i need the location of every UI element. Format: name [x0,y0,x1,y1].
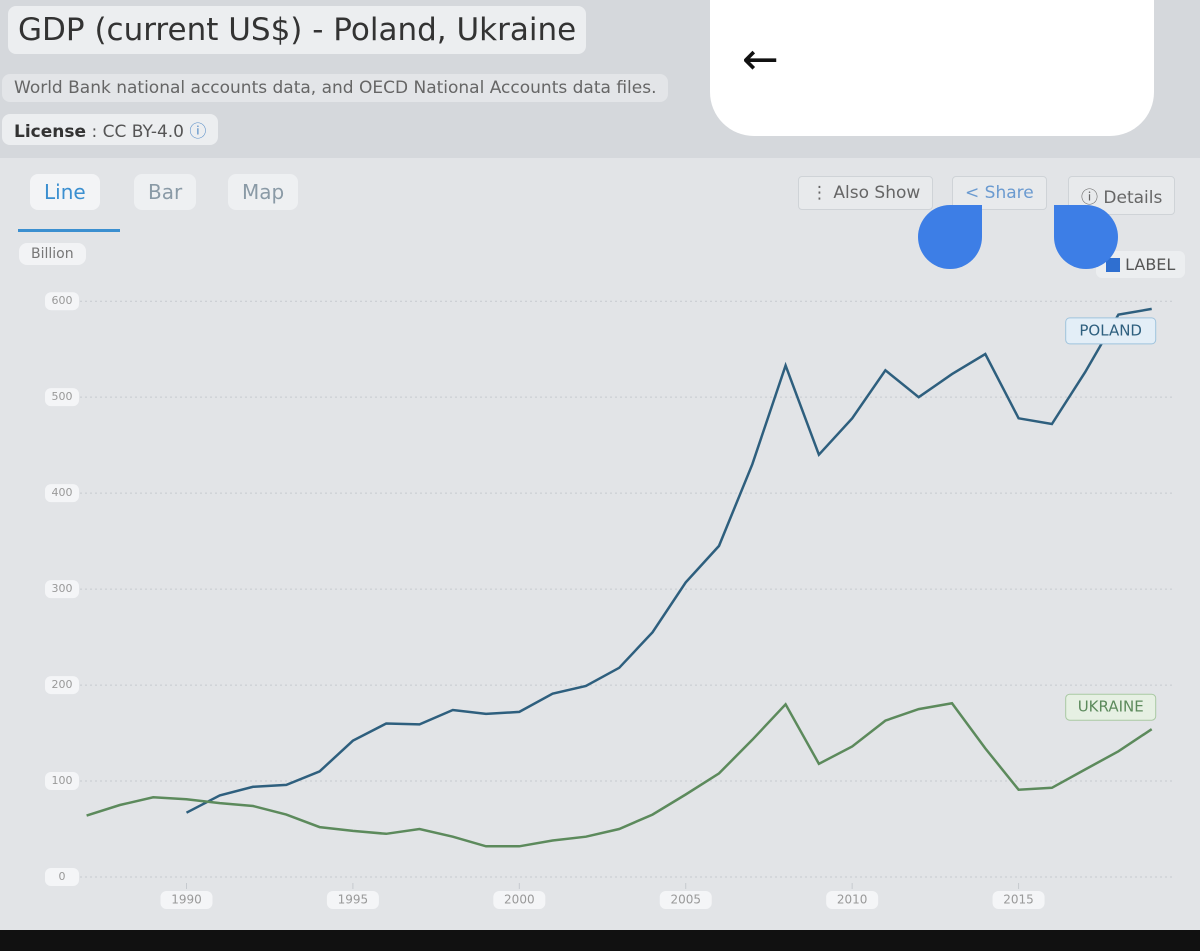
info-icon[interactable]: ⓘ [189,122,207,142]
touch-marker [918,205,982,269]
button[interactable]: < Share [952,176,1047,210]
y-tick-label: 300 [52,582,73,595]
title: GDP (current US$) - Poland, Ukraine [8,6,587,54]
y-tick-label: 0 [59,870,66,883]
tab[interactable]: Line [30,174,100,210]
overlay-panel: ← [710,0,1154,136]
tick-pill [992,891,1045,909]
back-arrow[interactable]: ← [742,34,779,85]
tick-pill [45,868,79,886]
license-label: License [14,122,87,142]
checkbox[interactable] [1106,258,1120,272]
series-label-box [1065,317,1157,345]
x-tick-label: 2010 [837,893,868,907]
x-tick-label: 1990 [171,893,202,907]
tab[interactable]: Map [228,174,299,210]
bottom-bar [0,930,1200,951]
tick-pill [45,388,79,407]
x-tick-label: 2005 [670,893,701,907]
tick-pill [45,292,79,311]
subtitle: World Bank national accounts data, and O… [2,74,669,102]
x-tick-label: 2000 [504,893,535,907]
label-toggle-text: LABEL [1125,255,1176,274]
tick-pill [160,891,213,909]
tick-pill [45,772,79,791]
y-tick-label: 200 [52,678,73,691]
license-value: : CC BY-4.0 [91,122,184,142]
series-label: UKRAINE [1078,698,1144,716]
x-tick-label: 1995 [338,893,369,907]
tick-pill [45,580,79,599]
tick-pill [493,891,546,909]
tick-pill [45,484,79,503]
series-line [86,701,1153,848]
unit-label: Billion [19,243,86,265]
button-label: Details [1103,188,1163,208]
y-tick-label: 500 [52,390,73,403]
series-line [185,307,1152,814]
tick-pill [826,891,879,909]
series-label: POLAND [1079,321,1142,339]
touch-marker [1054,205,1118,269]
license: License : CC BY-4.0 ⓘ [2,114,219,145]
tick-pill [326,891,379,909]
x-tick-label: 2015 [1003,893,1034,907]
y-tick-label: 100 [52,774,73,787]
button-label: Also Show [833,183,921,203]
y-tick-label: 600 [52,294,73,307]
series-label-box [1065,693,1157,721]
tab[interactable]: Bar [134,174,197,210]
tick-pill [45,676,79,695]
button-label: Share [984,183,1034,203]
y-tick-label: 400 [52,486,73,499]
tab-underline [18,229,120,232]
button[interactable]: ⋮ Also Show [798,176,934,210]
tick-pill [659,891,712,909]
